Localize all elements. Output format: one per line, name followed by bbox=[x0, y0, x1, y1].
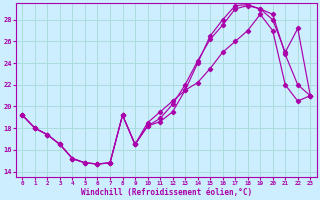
X-axis label: Windchill (Refroidissement éolien,°C): Windchill (Refroidissement éolien,°C) bbox=[81, 188, 252, 197]
